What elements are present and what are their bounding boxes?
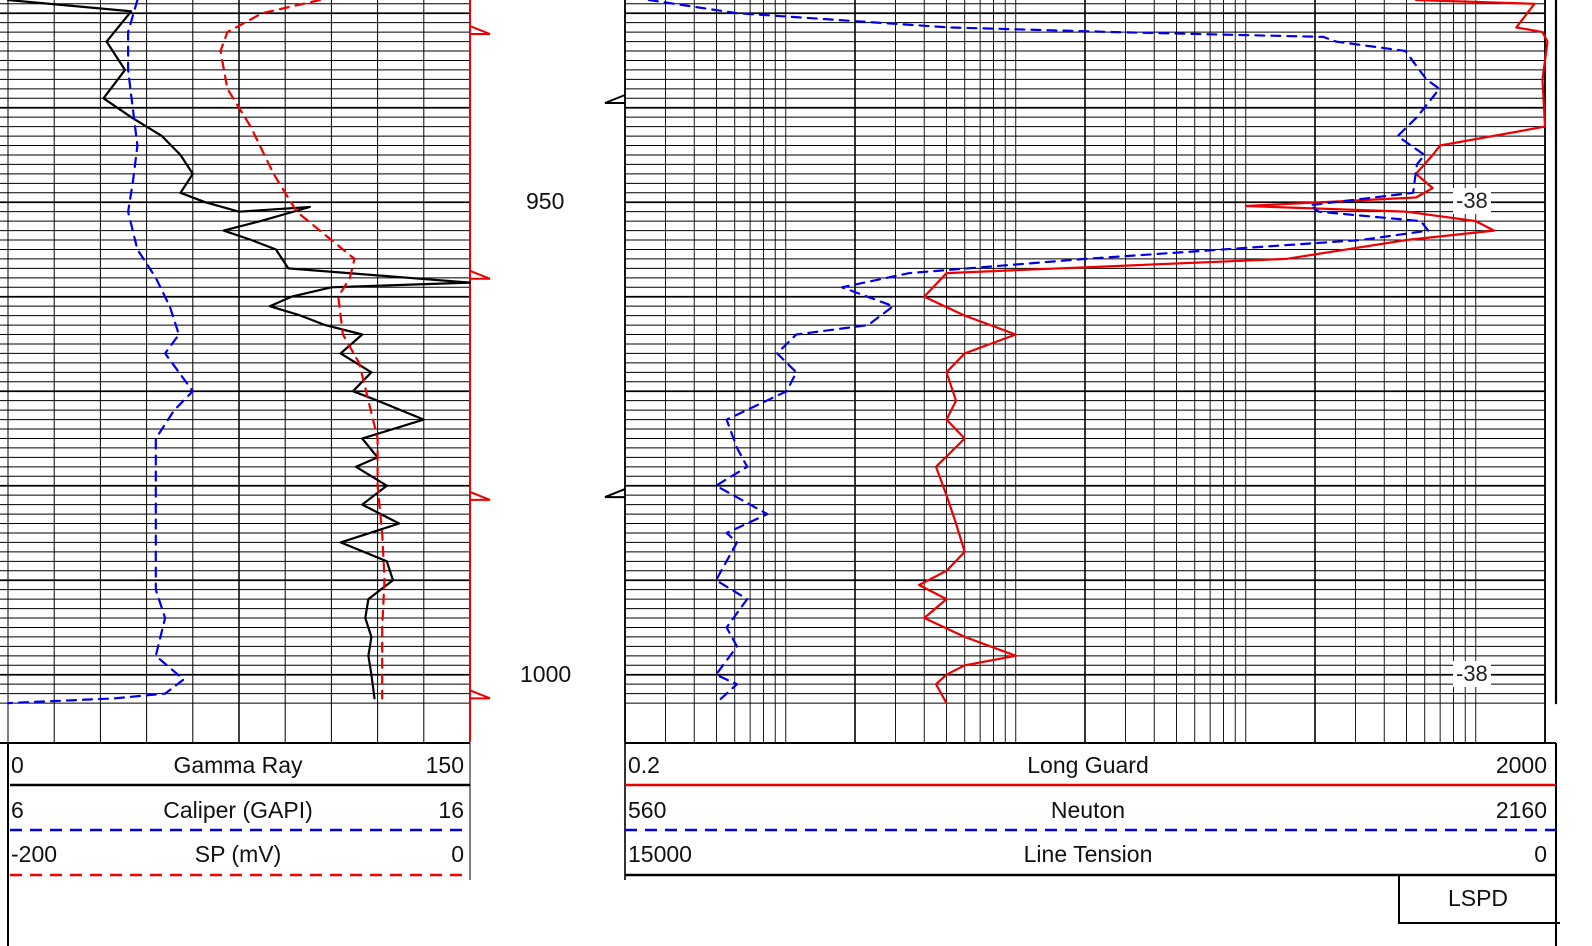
legend-track1-name: Gamma Ray (173, 752, 303, 778)
legend-track1-min: -200 (11, 841, 58, 867)
legend-track2-max: 2160 (1495, 797, 1547, 823)
depth-marker-black (604, 488, 626, 499)
legend-track2-name: Line Tension (1023, 841, 1153, 867)
legend-track1-max: 16 (438, 797, 464, 823)
legend-track2-name: Long Guard (1027, 752, 1149, 778)
legend-track1-name: SP (mV) (194, 841, 282, 867)
depth-marker-red (469, 490, 491, 501)
curve-gamma-ray (6, 0, 472, 700)
tension-mark: -38 (1453, 660, 1491, 687)
curve-long-guard (917, 0, 1549, 705)
depth-marker-red (469, 269, 491, 280)
legend-track2-min: 15000 (628, 841, 692, 867)
depth-label: 950 (526, 188, 565, 215)
lspd-label: LSPD (1447, 885, 1509, 911)
depth-marker-red (469, 25, 491, 36)
curve-sp-mv- (219, 0, 386, 700)
lspd-box (1398, 876, 1560, 924)
curve-caliper-gapi- (6, 0, 194, 705)
tension-mark: -38 (1453, 188, 1491, 215)
legend-track1-max: 0 (451, 841, 464, 867)
legend-track2-max: 2000 (1495, 752, 1547, 778)
depth-marker-red (469, 689, 491, 700)
legend-track2-min: 0.2 (628, 752, 660, 778)
legend-track2-name: Neuton (1050, 797, 1126, 823)
legend-track1-name: Caliper (GAPI) (163, 797, 313, 823)
legend-track2-min: 560 (628, 797, 667, 823)
curve-neuton (647, 0, 1441, 705)
legend-track2-max: 0 (1534, 841, 1547, 867)
legend-track1-min: 6 (11, 797, 24, 823)
depth-marker-black (604, 94, 626, 105)
legend-track1-max: 150 (425, 752, 464, 778)
legend-track1-min: 0 (11, 752, 24, 778)
depth-label: 1000 (520, 660, 572, 687)
